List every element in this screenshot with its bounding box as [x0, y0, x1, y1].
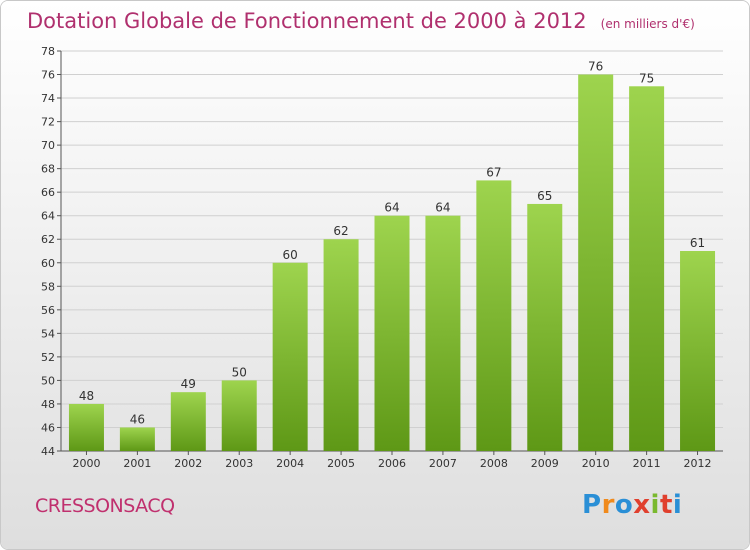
logo-letter: r — [601, 490, 615, 520]
bar-value-label: 50 — [232, 365, 247, 379]
bar — [578, 74, 614, 451]
y-tick-label: 70 — [41, 139, 55, 152]
bar-value-label: 60 — [283, 248, 298, 262]
logo-letter: i — [650, 490, 660, 520]
x-tick-label: 2000 — [72, 457, 100, 470]
y-tick-label: 60 — [41, 257, 55, 270]
y-tick-label: 56 — [41, 304, 55, 317]
bar — [119, 427, 155, 451]
y-tick-label: 44 — [41, 445, 55, 458]
proxiti-logo: Proxiti — [582, 490, 682, 520]
y-tick-label: 78 — [41, 45, 55, 58]
bar-value-label: 64 — [384, 201, 399, 215]
bar-value-label: 64 — [435, 201, 450, 215]
y-tick-label: 68 — [41, 163, 55, 176]
x-tick-label: 2008 — [480, 457, 508, 470]
chart-subtitle: (en milliers d'€) — [600, 17, 695, 31]
bars — [68, 74, 716, 452]
y-tick-label: 76 — [41, 69, 55, 82]
y-tick-label: 62 — [41, 233, 55, 246]
bar — [476, 180, 512, 452]
bar — [323, 239, 359, 451]
chart-title: Dotation Globale de Fonctionnement de 20… — [27, 9, 587, 33]
y-tick-label: 72 — [41, 116, 55, 129]
bar — [629, 86, 665, 451]
x-tick-label: 2003 — [225, 457, 253, 470]
bar-value-label: 62 — [333, 224, 348, 238]
x-tick-label: 2011 — [633, 457, 661, 470]
bar-value-label: 76 — [588, 60, 603, 74]
commune-name: CRESSONSACQ — [35, 495, 175, 517]
y-tick-label: 50 — [41, 374, 55, 387]
bar-value-label: 67 — [486, 165, 501, 179]
x-tick-label: 2010 — [582, 457, 610, 470]
bar — [68, 403, 104, 451]
bar-value-label: 61 — [690, 236, 705, 250]
bar-value-label: 46 — [130, 412, 145, 426]
x-tick-label: 2007 — [429, 457, 457, 470]
x-tick-label: 2012 — [684, 457, 712, 470]
y-tick-label: 48 — [41, 398, 55, 411]
x-tick-label: 2001 — [123, 457, 151, 470]
bar-value-label: 48 — [79, 389, 94, 403]
bar — [170, 392, 206, 451]
y-tick-label: 54 — [41, 327, 55, 340]
x-tick-label: 2005 — [327, 457, 355, 470]
logo-letter: x — [633, 490, 651, 520]
bar-value-label: 49 — [181, 377, 196, 391]
bar — [425, 215, 461, 451]
bar-value-label: 75 — [639, 71, 654, 85]
y-tick-label: 58 — [41, 280, 55, 293]
chart-title-block: Dotation Globale de Fonctionnement de 20… — [27, 9, 695, 33]
y-tick-label: 64 — [41, 210, 55, 223]
bar — [680, 251, 716, 451]
logo-letter: t — [659, 490, 673, 520]
labels: 44 46 48 50 52 54 56 58 60 62 64 66 68 70 72 74 76 78 48 20… — [41, 45, 712, 470]
y-tick-label: 74 — [41, 92, 55, 105]
logo-letter: i — [672, 490, 683, 520]
bar — [374, 215, 410, 451]
bar-value-label: 65 — [537, 189, 552, 203]
logo-letter: o — [614, 490, 634, 520]
x-tick-label: 2002 — [174, 457, 202, 470]
x-tick-label: 2006 — [378, 457, 406, 470]
y-tick-label: 66 — [41, 186, 55, 199]
y-tick-label: 46 — [41, 421, 55, 434]
bar — [527, 203, 563, 451]
bar — [272, 262, 308, 451]
logo-letter: P — [582, 490, 602, 520]
bar — [221, 380, 257, 451]
x-tick-label: 2004 — [276, 457, 304, 470]
x-tick-label: 2009 — [531, 457, 559, 470]
y-tick-label: 52 — [41, 351, 55, 364]
